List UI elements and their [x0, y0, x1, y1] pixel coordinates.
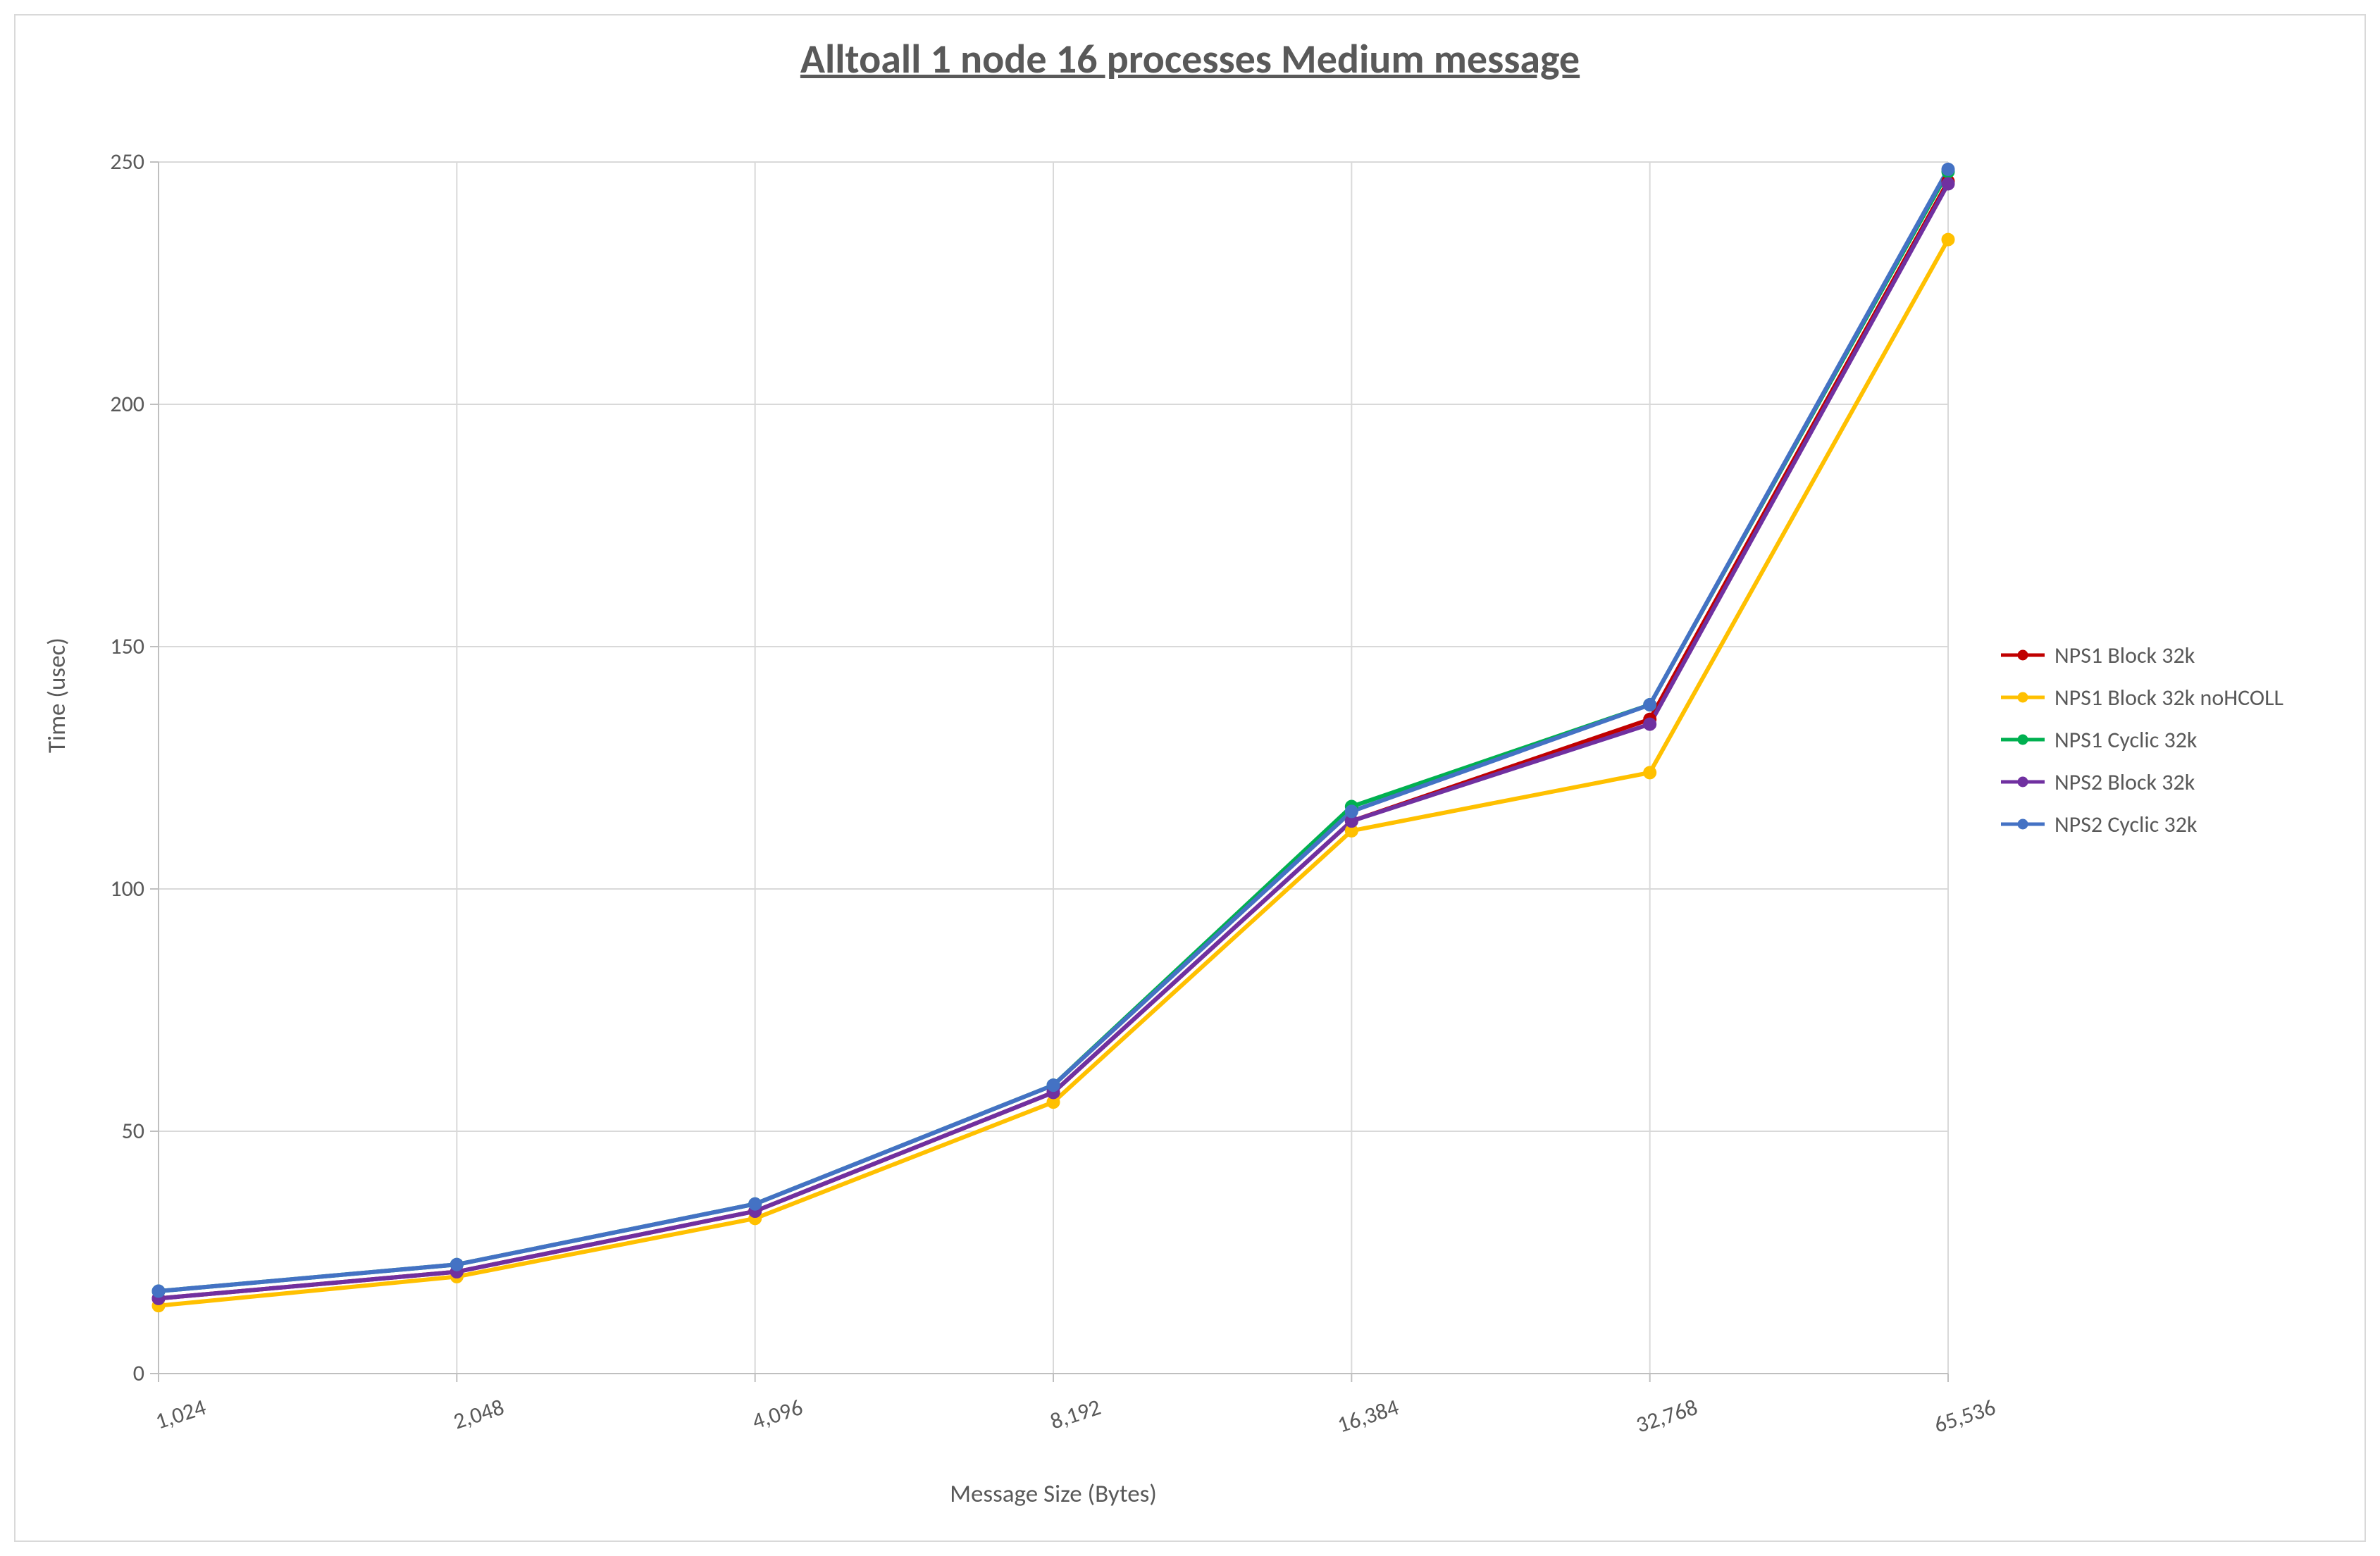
chart-title: Alltoall 1 node 16 processes Medium mess… — [0, 34, 2380, 84]
legend-label: NPS1 Block 32k — [2054, 642, 2195, 669]
y-tick-label: 200 — [110, 390, 144, 418]
y-tick-label: 0 — [133, 1359, 144, 1387]
legend-swatch — [2001, 773, 2045, 790]
legend: NPS1 Block 32k NPS1 Block 32k noHCOLL NPS1… — [2001, 634, 2283, 845]
legend-swatch — [2001, 731, 2045, 748]
y-tick-label: 250 — [110, 148, 144, 175]
y-tick-label: 50 — [122, 1117, 144, 1145]
y-tick-label: 100 — [110, 875, 144, 902]
legend-swatch — [2001, 689, 2045, 706]
y-tick-label: 150 — [110, 633, 144, 660]
legend-label: NPS1 Cyclic 32k — [2054, 726, 2197, 754]
chart-container: Alltoall 1 node 16 processes Medium mess… — [0, 0, 2380, 1556]
legend-item: NPS1 Block 32k noHCOLL — [2001, 676, 2283, 718]
legend-item: NPS1 Cyclic 32k — [2001, 718, 2283, 761]
legend-item: NPS1 Block 32k — [2001, 634, 2283, 676]
x-axis-label: Message Size (Bytes) — [0, 1479, 2107, 1509]
legend-label: NPS1 Block 32k noHCOLL — [2054, 684, 2283, 711]
legend-item: NPS2 Cyclic 32k — [2001, 803, 2283, 845]
legend-label: NPS2 Block 32k — [2054, 768, 2195, 796]
legend-swatch — [2001, 816, 2045, 833]
y-axis-label: Time (usec) — [42, 637, 72, 753]
legend-swatch — [2001, 647, 2045, 664]
legend-item: NPS2 Block 32k — [2001, 761, 2283, 803]
legend-label: NPS2 Cyclic 32k — [2054, 811, 2197, 838]
